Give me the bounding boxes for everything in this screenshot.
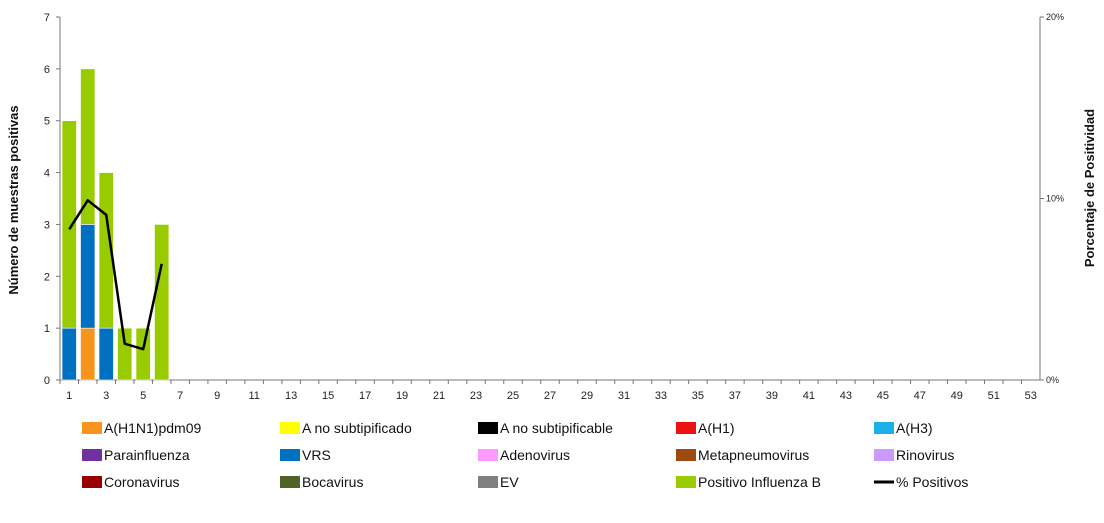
y2-tick-label: 0% — [1046, 375, 1059, 385]
legend-swatch — [82, 422, 102, 434]
legend-item: Adenovirus — [478, 447, 570, 463]
y2-tick-label: 10% — [1046, 194, 1064, 204]
x-tick-label: 33 — [655, 390, 667, 402]
legend-label: Rinovirus — [896, 447, 954, 463]
y-tick-label: 2 — [44, 271, 50, 283]
legend-item: % Positivos — [874, 474, 968, 490]
legend-swatch — [280, 422, 300, 434]
legend-swatch — [280, 476, 300, 488]
legend-label: A no subtipificado — [302, 420, 412, 436]
x-tick-label: 7 — [177, 390, 183, 402]
y2-tick-label: 20% — [1046, 12, 1064, 22]
legend-swatch — [874, 449, 894, 461]
legend-label: Coronavirus — [104, 474, 179, 490]
legend-swatch — [478, 476, 498, 488]
bar-segment — [80, 224, 96, 329]
y-tick-label: 6 — [44, 64, 50, 76]
x-tick-label: 17 — [359, 390, 371, 402]
bar-segment — [61, 327, 77, 381]
legend-item: Coronavirus — [82, 474, 179, 490]
y-tick-label: 4 — [44, 168, 50, 180]
legend-item: Parainfluenza — [82, 447, 190, 463]
x-tick-label: 31 — [618, 390, 630, 402]
x-tick-label: 5 — [140, 390, 146, 402]
legend-label: A no subtipificable — [500, 420, 613, 436]
legend-label: Adenovirus — [500, 447, 570, 463]
legend-label: A(H1) — [698, 420, 735, 436]
legend-item: A no subtipificable — [478, 420, 613, 436]
y-axis-title: Número de muestras positivas — [6, 105, 21, 294]
line-positivos — [68, 199, 163, 351]
y-tick-label: 3 — [44, 219, 50, 231]
legend-label: VRS — [302, 447, 331, 463]
x-tick-label: 13 — [285, 390, 297, 402]
legend-item: A(H1N1)pdm09 — [82, 420, 201, 436]
y-tick-label: 1 — [44, 323, 50, 335]
x-tick-label: 21 — [433, 390, 445, 402]
legend-swatch — [676, 422, 696, 434]
x-tick-label: 51 — [988, 390, 1000, 402]
legend-swatch — [676, 476, 696, 488]
x-tick-label: 29 — [581, 390, 593, 402]
x-tick-label: 43 — [840, 390, 852, 402]
x-tick-label: 23 — [470, 390, 482, 402]
y-tick-label: 0 — [44, 375, 50, 387]
legend-label: Positivo Influenza B — [698, 474, 821, 490]
x-tick-label: 39 — [766, 390, 778, 402]
bar-segment — [117, 327, 133, 381]
legend-item: A no subtipificado — [280, 420, 412, 436]
bar-segment — [80, 327, 96, 381]
x-tick-label: 49 — [951, 390, 963, 402]
x-tick-label: 37 — [729, 390, 741, 402]
legend-swatch — [676, 449, 696, 461]
x-tick-label: 45 — [877, 390, 889, 402]
x-tick-label: 1 — [66, 390, 72, 402]
legend-item: EV — [478, 474, 519, 490]
x-tick-label: 19 — [396, 390, 408, 402]
legend-swatch — [874, 422, 894, 434]
bar-segment — [135, 327, 151, 381]
legend: A(H1N1)pdm09 A no subtipificado A no subti… — [82, 420, 968, 490]
y-tick-label: 7 — [44, 12, 50, 24]
legend-item: Bocavirus — [280, 474, 363, 490]
x-tick-label: 3 — [103, 390, 109, 402]
legend-item: A(H3) — [874, 420, 933, 436]
x-tick-label: 41 — [803, 390, 815, 402]
x-tick-label: 53 — [1025, 390, 1037, 402]
legend-item: VRS — [280, 447, 331, 463]
legend-item: Positivo Influenza B — [676, 474, 821, 490]
bar-segment — [98, 327, 114, 381]
legend-label: Metapneumovirus — [698, 447, 809, 463]
x-tick-label: 27 — [544, 390, 556, 402]
legend-swatch — [280, 449, 300, 461]
x-tick-label: 11 — [248, 390, 259, 402]
legend-label: A(H1N1)pdm09 — [104, 420, 201, 436]
bar-segment — [80, 68, 96, 225]
x-tick-label: 35 — [692, 390, 704, 402]
legend-label: A(H3) — [896, 420, 933, 436]
legend-swatch — [82, 476, 102, 488]
legend-item: A(H1) — [676, 420, 735, 436]
y2-axis-title: Porcentaje de Positividad — [1082, 109, 1097, 267]
legend-label: % Positivos — [896, 474, 968, 490]
legend-item: Metapneumovirus — [676, 447, 809, 463]
legend-label: EV — [500, 474, 519, 490]
legend-item: Rinovirus — [874, 447, 954, 463]
x-tick-label: 25 — [507, 390, 519, 402]
x-tick-label: 15 — [322, 390, 334, 402]
bar-segment — [61, 120, 77, 329]
legend-label: Parainfluenza — [104, 447, 190, 463]
x-tick-label: 9 — [214, 390, 220, 402]
bar-segment — [154, 224, 170, 381]
legend-label: Bocavirus — [302, 474, 363, 490]
x-tick-label: 47 — [914, 390, 926, 402]
legend-swatch — [478, 422, 498, 434]
legend-swatch — [478, 449, 498, 461]
legend-swatch — [82, 449, 102, 461]
y-tick-label: 5 — [44, 116, 50, 128]
